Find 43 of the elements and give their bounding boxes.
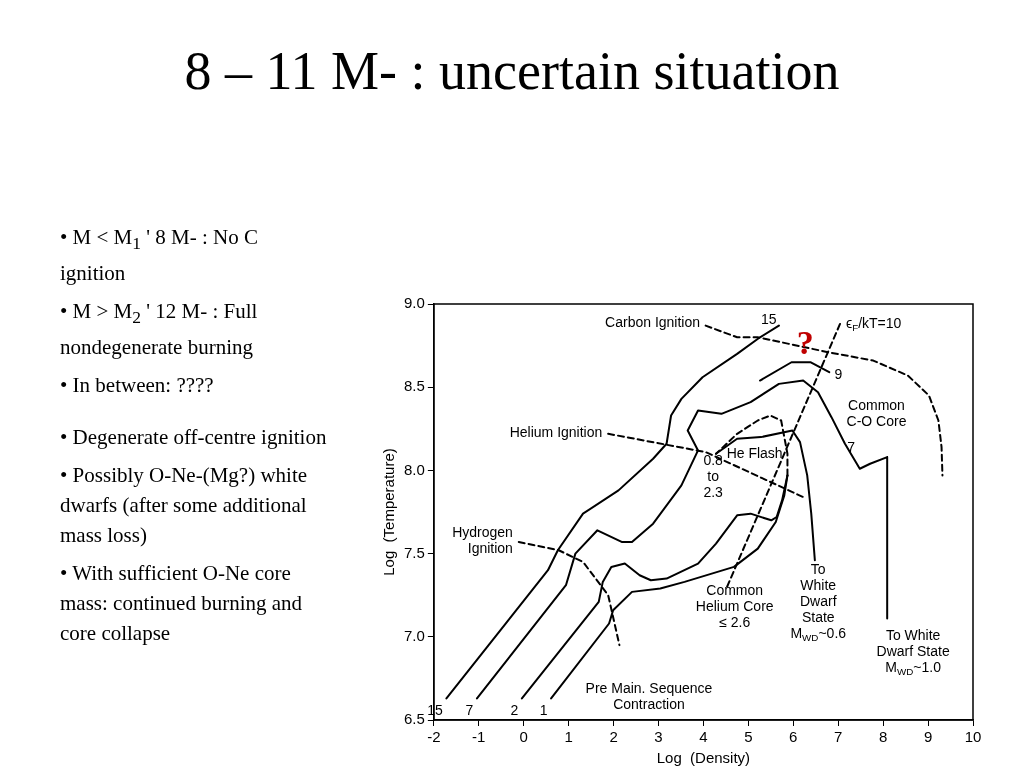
chart-title: 8 – 11 M- : uncertain situation xyxy=(183,40,841,102)
annotation: Common C-O Core xyxy=(846,396,907,429)
annotation: ? xyxy=(796,323,814,361)
x-tick-label: 5 xyxy=(744,728,753,746)
x-tick-label: 0 xyxy=(519,728,528,746)
y-tick-label: 8.5 xyxy=(403,377,425,395)
x-tick-label: 8 xyxy=(878,728,888,746)
x-tick-label: 4 xyxy=(699,728,708,746)
annotation: 7 xyxy=(465,701,474,718)
x-tick-label: 7 xyxy=(834,728,843,746)
series-label: 2 xyxy=(510,701,519,718)
annotation: 0.8 to 2.3 xyxy=(703,451,724,501)
x-tick-label: 6 xyxy=(789,728,798,746)
x-tick-label: -2 xyxy=(427,728,441,746)
x-tick-label: 1 xyxy=(564,728,573,746)
series-label: 15 xyxy=(760,311,777,328)
x-tick-label: 10 xyxy=(964,728,982,746)
y-tick-label: 9.0 xyxy=(403,294,425,312)
text: • Possibly O-Ne-(Mg?) white dwarfs (after some additional mass loss) xyxy=(60,462,309,550)
annotation: Common Helium Core ≤ 2.6 xyxy=(695,581,774,630)
y-tick-label: 7.5 xyxy=(403,543,425,561)
series-label: Carbon Ignition xyxy=(605,314,701,331)
annotation: He Flash xyxy=(726,444,783,461)
x-axis-title: Log (Density) xyxy=(656,749,751,767)
text: • M < M$_{1}$ ' 8 M- : No C ignition xyxy=(60,224,259,288)
y-tick-label: 8.0 xyxy=(403,460,425,478)
text: • With sufficient O-Ne core mass: continued burning and core collapse xyxy=(60,560,304,648)
text: • M > M$_{2}$ ' 12 M- : Full nondegenerate burning xyxy=(60,298,259,362)
y-tick-label: 6.5 xyxy=(403,710,425,728)
series-label: Hydrogen Ignition xyxy=(452,523,513,556)
y-tick-label: 7.0 xyxy=(403,626,425,644)
series-label: 7 xyxy=(847,438,856,455)
annotation: Pre Main. Sequence Contraction xyxy=(585,679,713,712)
x-tick-label: 2 xyxy=(609,728,618,746)
text: • In between: ???? xyxy=(60,372,215,400)
y-axis-title: Log (Temperature) xyxy=(380,448,398,576)
text: • Degenerate off-centre ignition xyxy=(60,424,328,452)
x-tick-label: 9 xyxy=(923,728,933,746)
x-tick-label: 3 xyxy=(654,728,663,746)
x-tick-label: -1 xyxy=(472,728,486,746)
series-label: Helium Ignition xyxy=(509,423,603,440)
series-label: 9 xyxy=(834,365,843,382)
series-label: 1 xyxy=(539,702,548,719)
